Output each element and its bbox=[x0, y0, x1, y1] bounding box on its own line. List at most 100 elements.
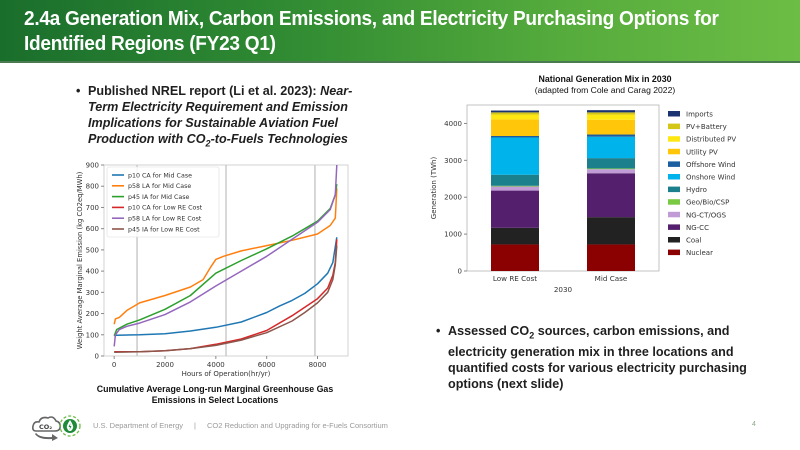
y-tick-label: 700 bbox=[86, 204, 99, 212]
x-tick-label: 0 bbox=[112, 361, 116, 369]
legend-box bbox=[106, 166, 220, 238]
legend-label: NG-CC bbox=[686, 224, 709, 232]
ring-icon bbox=[59, 415, 81, 437]
legend-label: Geo/Bio/CSP bbox=[686, 199, 729, 207]
bar-segment bbox=[491, 119, 539, 136]
bar-segment bbox=[491, 114, 539, 120]
bullet-dot: • bbox=[76, 84, 81, 98]
bar-segment bbox=[491, 185, 539, 187]
legend-label: p10 CA for Mid Case bbox=[128, 172, 192, 179]
legend-label: p45 IA for Mid Case bbox=[128, 194, 190, 201]
bar-segment bbox=[491, 186, 539, 191]
legend-swatch bbox=[668, 237, 680, 243]
series-line bbox=[113, 164, 338, 347]
legend-label: p10 CA for Low RE Cost bbox=[128, 205, 203, 212]
y-tick-label: 300 bbox=[86, 289, 99, 297]
y-tick-label: 800 bbox=[86, 183, 99, 191]
y-tick-label: 400 bbox=[86, 268, 99, 276]
footer-consortium: CO2 Reduction and Upgrading for e-Fuels … bbox=[207, 421, 388, 430]
legend-label: Hydro bbox=[686, 186, 707, 194]
slide-header bbox=[0, 0, 800, 61]
legend-swatch bbox=[668, 174, 680, 180]
arrow-icon bbox=[35, 433, 58, 441]
legend-swatch bbox=[668, 249, 680, 256]
x-tick-label: 4000 bbox=[207, 361, 225, 369]
bar-segment bbox=[587, 112, 635, 115]
y-tick-label: 900 bbox=[86, 162, 99, 170]
legend-swatch bbox=[668, 224, 680, 230]
legend-label: Offshore Wind bbox=[686, 161, 736, 169]
x-tick-label: 8000 bbox=[309, 361, 327, 369]
report-title-part-2: -to-Fuels Technologies bbox=[210, 132, 348, 146]
slide-title: 2.4a Generation Mix, Carbon Emissions, a… bbox=[24, 7, 719, 55]
y-tick-label: 500 bbox=[86, 246, 99, 254]
x-axis-label: 2030 bbox=[554, 285, 573, 294]
bar-chart-caption: National Generation Mix in 2030 (adapted… bbox=[440, 74, 770, 96]
bar-segment bbox=[491, 135, 539, 138]
bullet-text-part-2: sources, carbon emissions, and electrici… bbox=[448, 324, 747, 391]
y-tick-label: 100 bbox=[86, 331, 99, 339]
x-tick-label: Mid Case bbox=[595, 274, 628, 283]
legend-swatch bbox=[668, 161, 680, 167]
legend-swatch bbox=[668, 123, 680, 130]
y-tick-label: 0 bbox=[458, 268, 462, 276]
bar-segment bbox=[587, 169, 635, 174]
y-tick-label: 0 bbox=[95, 353, 99, 361]
bar-segment bbox=[491, 112, 539, 115]
generation-mix-bar-chart: 0 1000 2000 3000 4000 Generation (TWh) Low RE … bbox=[430, 104, 736, 294]
page-number: 4 bbox=[752, 421, 756, 428]
bar-segment bbox=[587, 119, 635, 135]
legend-label: Coal bbox=[686, 237, 701, 245]
bar-segment bbox=[587, 110, 635, 113]
bullet-dot: • bbox=[436, 324, 441, 338]
x-axis-label: Hours of Operation(hr/yr) bbox=[182, 370, 271, 378]
subscript: 2 bbox=[529, 330, 535, 341]
legend-swatch bbox=[668, 136, 680, 142]
emissions-line-chart: 0 100 200 300 400 500 600 700 800 900 0 2000 4000 600… bbox=[76, 162, 349, 378]
bullet-prefix: Published NREL report (Li et al. 2023): bbox=[88, 84, 321, 98]
bar-segment bbox=[587, 168, 635, 170]
footer-org: U.S. Department of Energy bbox=[93, 421, 184, 430]
y-tick-label: 3000 bbox=[444, 157, 462, 165]
bar-segment bbox=[491, 110, 539, 113]
bar-chart-title: National Generation Mix in 2030 bbox=[538, 74, 672, 84]
legend-label: Utility PV bbox=[686, 148, 718, 156]
y-axis-label: Weight Average Marginal Emission (kg CO2… bbox=[76, 171, 84, 349]
legend-label: Nuclear bbox=[686, 249, 713, 257]
legend-label: Onshore Wind bbox=[686, 174, 735, 182]
legend-label: Imports bbox=[686, 111, 713, 119]
bar-segment bbox=[491, 227, 539, 245]
legend-label: NG-CT/OGS bbox=[686, 211, 727, 219]
report-title: Near-Term Electricity Requirement and Em… bbox=[88, 84, 352, 149]
y-tick-label: 200 bbox=[86, 310, 99, 318]
bar-chart-subtitle: (adapted from Cole and Carag 2022) bbox=[534, 85, 676, 95]
legend-label: p45 IA for Low RE Cost bbox=[128, 226, 200, 233]
bar-segment bbox=[587, 173, 635, 218]
x-tick-label: Low RE Cost bbox=[493, 274, 537, 283]
footer-separator: | bbox=[194, 421, 196, 430]
subscript: 2 bbox=[205, 138, 211, 149]
legend-swatch bbox=[668, 148, 680, 155]
line-chart-caption: Cumulative Average Long-run Marginal Gre… bbox=[96, 384, 334, 405]
legend-swatch bbox=[668, 199, 680, 205]
legend-label: PV+Battery bbox=[686, 123, 727, 131]
x-tick-label: 6000 bbox=[258, 361, 276, 369]
series-line bbox=[114, 237, 338, 337]
series-line bbox=[113, 188, 338, 325]
cloud-icon bbox=[32, 416, 61, 432]
bar-segment bbox=[491, 174, 539, 186]
bar-segment bbox=[587, 134, 635, 137]
co2-consortium-logo: CO₂ bbox=[32, 415, 81, 441]
y-tick-label: 600 bbox=[86, 225, 99, 233]
bar-segment bbox=[587, 136, 635, 159]
bar-segment bbox=[491, 244, 539, 271]
bar-segment bbox=[587, 217, 635, 245]
header-divider bbox=[0, 61, 800, 63]
bar-segment bbox=[587, 244, 635, 271]
bar-segment bbox=[587, 114, 635, 120]
y-axis-label: Generation (TWh) bbox=[430, 157, 438, 220]
legend-label: p58 LA for Low RE Cost bbox=[128, 216, 202, 223]
legend-label: Distributed PV bbox=[686, 136, 736, 144]
y-tick-label: 2000 bbox=[444, 194, 462, 202]
footer-text: U.S. Department of Energy | CO2 Reduction … bbox=[93, 421, 388, 430]
